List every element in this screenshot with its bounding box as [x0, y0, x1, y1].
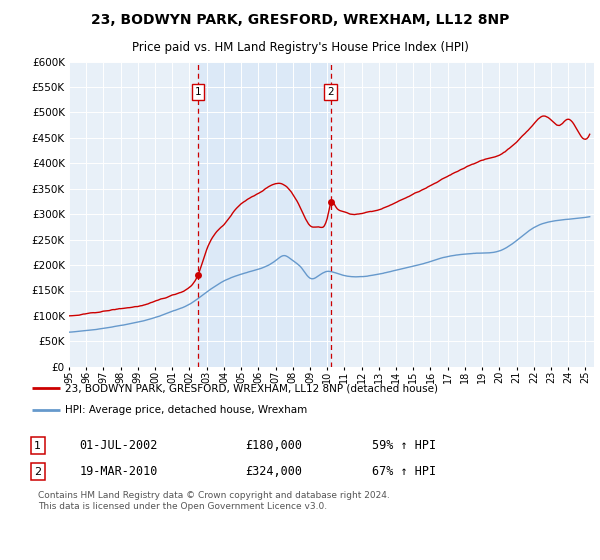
Text: 1: 1: [195, 87, 202, 97]
Text: HPI: Average price, detached house, Wrexham: HPI: Average price, detached house, Wrex…: [65, 405, 308, 414]
Text: 67% ↑ HPI: 67% ↑ HPI: [372, 465, 436, 478]
Text: £180,000: £180,000: [245, 440, 302, 452]
Text: £324,000: £324,000: [245, 465, 302, 478]
Bar: [198, 62, 331, 367]
Text: 2: 2: [328, 87, 334, 97]
Text: 59% ↑ HPI: 59% ↑ HPI: [372, 440, 436, 452]
Text: Price paid vs. HM Land Registry's House Price Index (HPI): Price paid vs. HM Land Registry's House …: [131, 41, 469, 54]
Text: 01-JUL-2002: 01-JUL-2002: [79, 440, 158, 452]
Text: 19-MAR-2010: 19-MAR-2010: [79, 465, 158, 478]
Text: Contains HM Land Registry data © Crown copyright and database right 2024.
This d: Contains HM Land Registry data © Crown c…: [38, 491, 389, 511]
Text: 23, BODWYN PARK, GRESFORD, WREXHAM, LL12 8NP (detached house): 23, BODWYN PARK, GRESFORD, WREXHAM, LL12…: [65, 383, 439, 393]
Text: 1: 1: [34, 441, 41, 451]
Text: 2: 2: [34, 467, 41, 477]
Text: 23, BODWYN PARK, GRESFORD, WREXHAM, LL12 8NP: 23, BODWYN PARK, GRESFORD, WREXHAM, LL12…: [91, 13, 509, 27]
